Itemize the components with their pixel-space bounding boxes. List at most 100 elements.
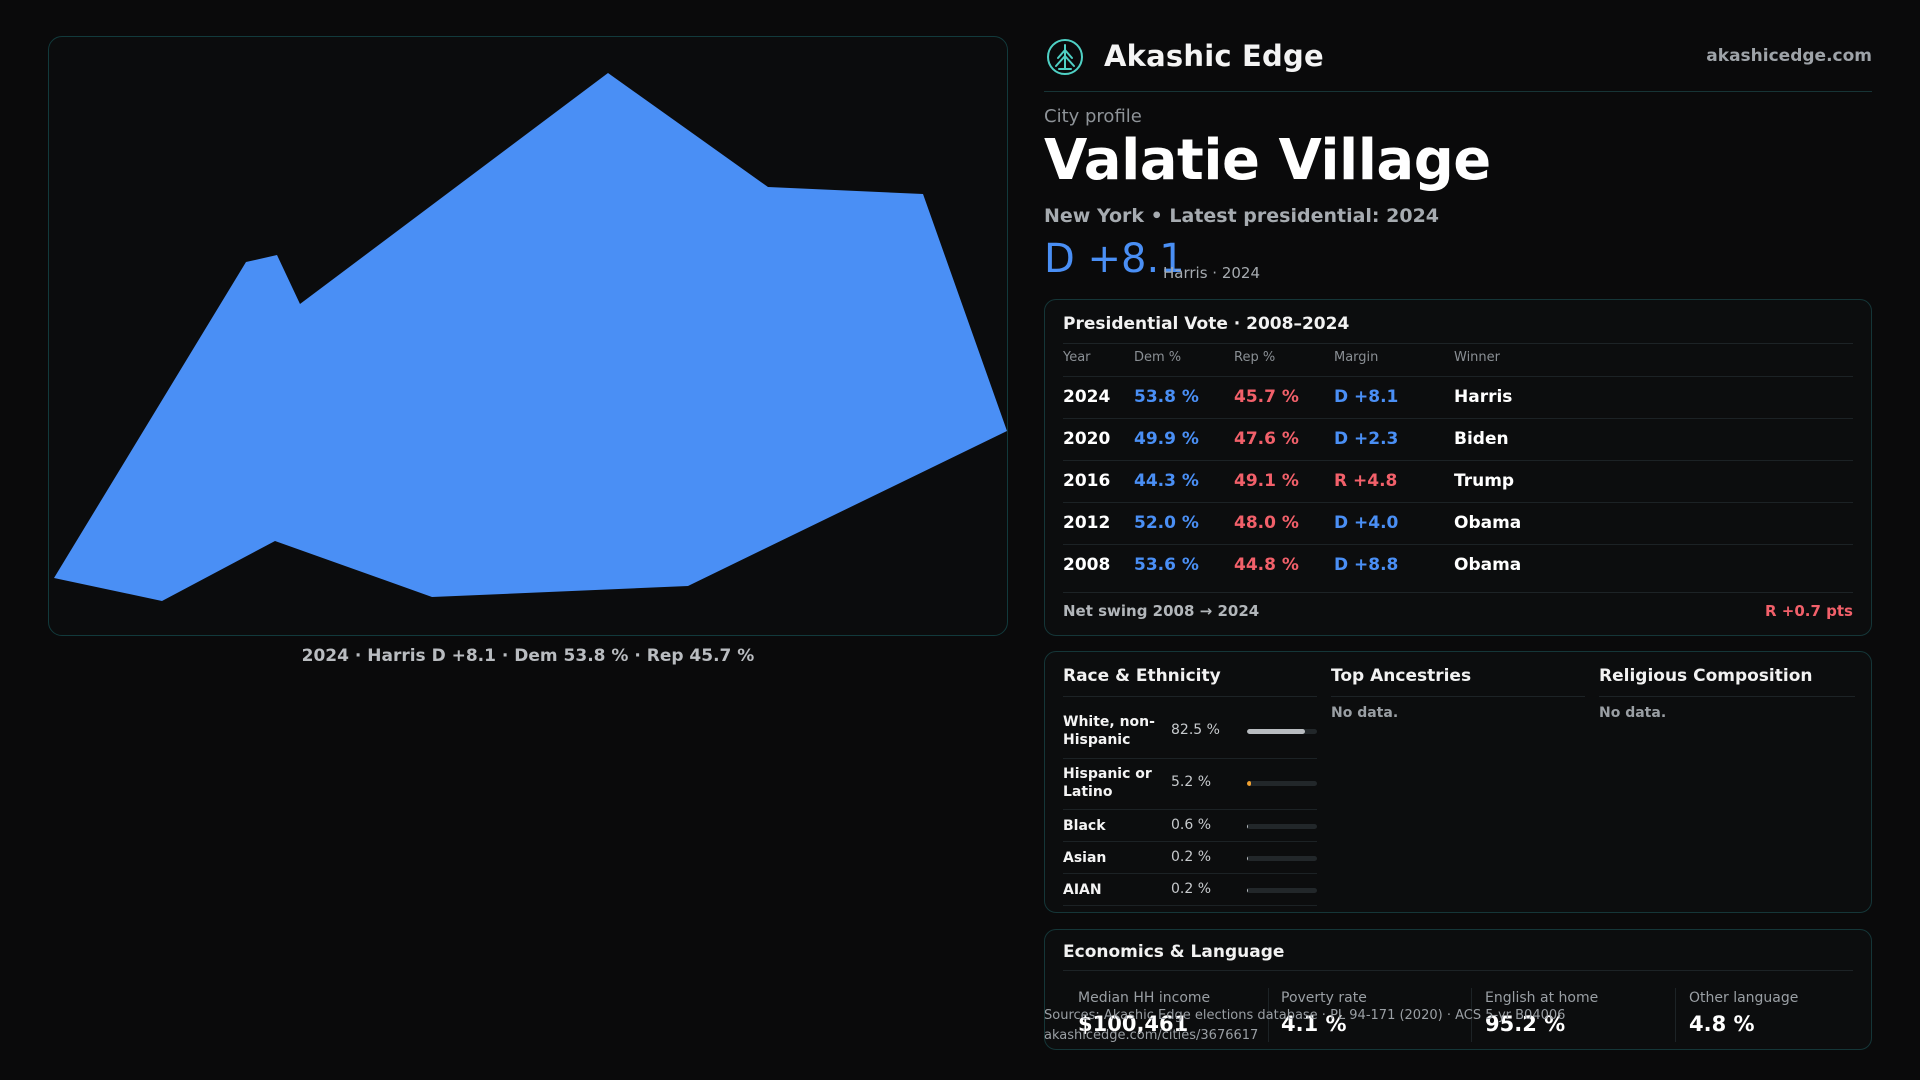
economics-card: Economics & Language Median HH income $1… [1044, 929, 1872, 1050]
page-eyebrow: City profile [1044, 106, 1142, 127]
demographics-card: Race & Ethnicity White, non- Hispanic 82.… [1044, 651, 1872, 913]
vote-cell-rep: 48.0 % [1234, 513, 1299, 533]
stat-other-language: Other language 4.8 % [1689, 990, 1798, 1040]
vote-row-2008: 2008 53.6 % 44.8 % D +8.8 Obama [1063, 544, 1853, 586]
race-section-title: Race & Ethnicity [1063, 666, 1317, 697]
stat-value: 95.2 % [1485, 1012, 1566, 1036]
race-pct: 0.2 % [1171, 849, 1212, 865]
col-header-winner: Winner [1454, 350, 1501, 365]
stat-value: 4.1 % [1281, 1012, 1347, 1036]
vote-cell-margin: R +4.8 [1334, 471, 1398, 491]
stat-label: Median HH income [1078, 990, 1211, 1006]
vote-cell-winner: Trump [1454, 471, 1515, 491]
race-share-bar [1247, 781, 1317, 786]
brand-name[interactable]: Akashic Edge [1104, 39, 1324, 73]
race-row: Asian 0.2 % [1063, 842, 1317, 874]
col-header-margin: Margin [1334, 350, 1379, 365]
source-footer: Sources: Akashic Edge elections database… [1044, 1006, 1565, 1046]
divider [1063, 592, 1853, 593]
race-label: Black [1063, 818, 1106, 834]
divider [1471, 988, 1472, 1042]
vote-cell-winner: Biden [1454, 429, 1509, 449]
economics-card-title: Economics & Language [1063, 942, 1285, 962]
race-label: AIAN [1063, 882, 1102, 898]
tree-emblem-icon[interactable] [1046, 38, 1084, 76]
religion-section-title: Religious Composition [1599, 666, 1855, 697]
race-row: Black 0.6 % [1063, 810, 1317, 842]
vote-cell-year: 2020 [1063, 429, 1111, 449]
race-row: AIAN 0.2 % [1063, 874, 1317, 906]
vote-cell-year: 2024 [1063, 387, 1111, 407]
vote-cell-dem: 53.8 % [1134, 387, 1199, 407]
brand-url-link[interactable]: akashicedge.com [1706, 46, 1872, 66]
latest-margin-note: Harris · 2024 [1163, 264, 1261, 282]
net-swing-label: Net swing 2008 → 2024 [1063, 602, 1260, 620]
vote-cell-dem: 52.0 % [1134, 513, 1199, 533]
vote-cell-rep: 47.6 % [1234, 429, 1299, 449]
vote-row-2020: 2020 49.9 % 47.6 % D +2.3 Biden [1063, 418, 1853, 460]
vote-cell-year: 2016 [1063, 471, 1111, 491]
race-row: Hispanic or Latino 5.2 % [1063, 759, 1317, 810]
race-label: Hispanic or Latino [1063, 766, 1152, 800]
ancestries-section-title: Top Ancestries [1331, 666, 1585, 697]
stat-value: 4.8 % [1689, 1012, 1755, 1036]
race-share-fill [1247, 781, 1251, 786]
race-ethnicity-section: Race & Ethnicity White, non- Hispanic 82.… [1063, 666, 1317, 906]
race-pct: 0.6 % [1171, 817, 1212, 833]
stat-poverty-rate: Poverty rate 4.1 % [1281, 990, 1367, 1040]
vote-row-2016: 2016 44.3 % 49.1 % R +4.8 Trump [1063, 460, 1853, 502]
ancestries-empty-text: No data. [1331, 705, 1399, 721]
latest-margin: D +8.1 [1044, 236, 1185, 282]
city-subtitle: New York • Latest presidential: 2024 [1044, 205, 1440, 227]
vote-cell-margin: D +4.0 [1334, 513, 1399, 533]
city-boundary-shape [54, 73, 1007, 601]
vote-cell-rep: 45.7 % [1234, 387, 1299, 407]
vote-row-2012: 2012 52.0 % 48.0 % D +4.0 Obama [1063, 502, 1853, 544]
page-title: Valatie Village [1044, 128, 1491, 193]
race-share-bar [1247, 729, 1317, 734]
stat-label: English at home [1485, 990, 1599, 1006]
race-pct: 82.5 % [1171, 722, 1220, 738]
stat-label: Other language [1689, 990, 1799, 1006]
ancestries-section: Top Ancestries No data. [1331, 666, 1585, 721]
city-permalink[interactable]: akashicedge.com/cities/3676617 [1044, 1028, 1259, 1043]
vote-cell-winner: Obama [1454, 513, 1522, 533]
divider [1063, 343, 1853, 344]
vote-cell-rep: 44.8 % [1234, 555, 1299, 575]
stat-label: Poverty rate [1281, 990, 1367, 1006]
net-swing-value: R +0.7 pts [1765, 602, 1853, 620]
map-caption: 2024 · Harris D +8.1 · Dem 53.8 % · Rep … [301, 646, 755, 666]
vote-cell-rep: 49.1 % [1234, 471, 1299, 491]
divider [1268, 988, 1269, 1042]
race-row: White, non- Hispanic 82.5 % [1063, 707, 1317, 759]
col-header-rep: Rep % [1234, 350, 1276, 365]
race-pct: 0.2 % [1171, 881, 1212, 897]
race-pct: 5.2 % [1171, 774, 1212, 790]
divider [1063, 970, 1853, 971]
presidential-vote-card: Presidential Vote · 2008–2024 Year Dem %… [1044, 299, 1872, 636]
religion-section: Religious Composition No data. [1599, 666, 1855, 721]
race-share-fill [1247, 729, 1305, 734]
divider [1675, 988, 1676, 1042]
vote-cell-margin: D +2.3 [1334, 429, 1399, 449]
vote-cell-dem: 53.6 % [1134, 555, 1199, 575]
vote-cell-winner: Obama [1454, 555, 1522, 575]
vote-cell-dem: 49.9 % [1134, 429, 1199, 449]
race-share-bar [1247, 856, 1317, 861]
religion-empty-text: No data. [1599, 705, 1667, 721]
vote-cell-margin: D +8.8 [1334, 555, 1399, 575]
race-share-bar [1247, 888, 1317, 893]
vote-cell-dem: 44.3 % [1134, 471, 1199, 491]
stat-english-at-home: English at home 95.2 % [1485, 990, 1598, 1040]
vote-cell-year: 2008 [1063, 555, 1111, 575]
boundary-map-svg [54, 73, 1007, 601]
col-header-dem: Dem % [1134, 350, 1182, 365]
race-label: White, non- Hispanic [1063, 714, 1155, 748]
vote-cell-year: 2012 [1063, 513, 1111, 533]
race-label: Asian [1063, 850, 1107, 866]
vote-cell-winner: Harris [1454, 387, 1513, 407]
vote-card-title: Presidential Vote · 2008–2024 [1063, 314, 1350, 334]
stat-median-income: Median HH income $100,461 [1078, 990, 1210, 1040]
race-share-bar [1247, 824, 1317, 829]
brand-header: Akashic Edge akashicedge.com [1044, 36, 1872, 92]
